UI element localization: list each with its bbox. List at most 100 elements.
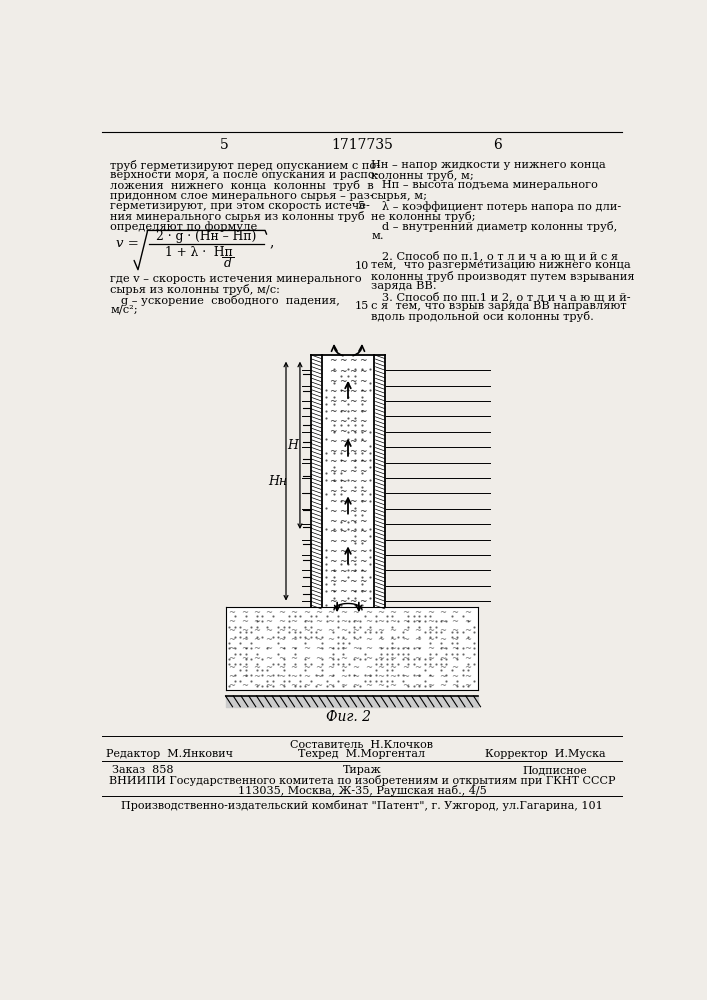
Text: ~: ~ — [228, 654, 235, 663]
Text: ~: ~ — [377, 672, 384, 681]
Text: ~: ~ — [329, 467, 337, 476]
Text: ~: ~ — [329, 557, 337, 566]
Text: ~: ~ — [327, 672, 334, 681]
Text: ~: ~ — [329, 367, 337, 376]
Text: ~: ~ — [365, 672, 372, 681]
Text: ~: ~ — [340, 672, 347, 681]
Text: ~: ~ — [339, 457, 346, 466]
Text: 1 + λ ·  Hп: 1 + λ · Hп — [165, 246, 233, 259]
Text: ~: ~ — [340, 644, 347, 653]
Text: ~: ~ — [339, 547, 346, 556]
Text: ~: ~ — [349, 497, 356, 506]
Text: ~: ~ — [359, 567, 366, 576]
Text: ~: ~ — [291, 617, 297, 626]
Text: ~: ~ — [359, 517, 366, 526]
Text: ~: ~ — [240, 608, 247, 617]
Text: d – внутренний диаметр колонны труб,: d – внутренний диаметр колонны труб, — [371, 221, 617, 232]
Text: ~: ~ — [359, 547, 366, 556]
Text: Тираж: Тираж — [343, 765, 381, 775]
Text: ~: ~ — [303, 617, 310, 626]
Text: ~: ~ — [414, 644, 421, 653]
Text: ~: ~ — [352, 672, 359, 681]
Text: ~: ~ — [390, 663, 397, 672]
Text: ~: ~ — [349, 357, 356, 366]
Text: ~: ~ — [359, 587, 366, 596]
Text: ~: ~ — [352, 626, 359, 635]
Text: ~: ~ — [240, 617, 247, 626]
Text: ~: ~ — [439, 608, 446, 617]
Text: ~: ~ — [340, 654, 347, 663]
Text: ~: ~ — [339, 387, 346, 396]
Text: ~: ~ — [278, 626, 285, 635]
Text: ~: ~ — [464, 672, 471, 681]
Text: ~: ~ — [359, 357, 366, 366]
Text: ~: ~ — [339, 517, 346, 526]
Text: тем,  что разгерметизацию нижнего конца: тем, что разгерметизацию нижнего конца — [371, 260, 631, 270]
Text: ~: ~ — [340, 663, 347, 672]
Text: ,: , — [270, 235, 274, 249]
Text: ~: ~ — [339, 427, 346, 436]
Text: не колонны труб;: не колонны труб; — [371, 211, 476, 222]
Text: ~: ~ — [240, 681, 247, 690]
Text: ~: ~ — [327, 681, 334, 690]
Text: ~: ~ — [253, 608, 260, 617]
Text: ~: ~ — [452, 681, 458, 690]
Text: колонны труб, м;: колонны труб, м; — [371, 170, 474, 181]
Text: ~: ~ — [278, 617, 285, 626]
Text: определяют по формуле: определяют по формуле — [110, 221, 257, 232]
Text: ~: ~ — [464, 681, 471, 690]
Text: ~: ~ — [452, 617, 458, 626]
Text: ~: ~ — [329, 587, 337, 596]
Text: ~: ~ — [228, 608, 235, 617]
Text: ~: ~ — [365, 608, 372, 617]
Text: ~: ~ — [359, 427, 366, 436]
Text: ~: ~ — [303, 626, 310, 635]
Text: ~: ~ — [329, 387, 337, 396]
Text: ~: ~ — [377, 617, 384, 626]
Text: ~: ~ — [349, 427, 356, 436]
Text: ~: ~ — [402, 654, 409, 663]
Text: ~: ~ — [339, 487, 346, 496]
Text: ~: ~ — [253, 672, 260, 681]
Text: ~: ~ — [365, 654, 372, 663]
Text: ~: ~ — [327, 626, 334, 635]
Text: ~: ~ — [291, 672, 297, 681]
Text: ~: ~ — [339, 507, 346, 516]
Text: ~: ~ — [426, 626, 433, 635]
Text: ~: ~ — [349, 407, 356, 416]
Text: ~: ~ — [402, 608, 409, 617]
Text: ~: ~ — [426, 654, 433, 663]
Text: ~: ~ — [464, 626, 471, 635]
Text: ~: ~ — [253, 635, 260, 644]
Text: ~: ~ — [359, 577, 366, 586]
Text: ~: ~ — [349, 577, 356, 586]
Text: ~: ~ — [464, 663, 471, 672]
Text: ~: ~ — [377, 663, 384, 672]
Text: ~: ~ — [228, 626, 235, 635]
Text: ~: ~ — [329, 357, 337, 366]
Text: Составитель  Н.Клочков: Составитель Н.Клочков — [291, 740, 433, 750]
Text: ~: ~ — [240, 644, 247, 653]
Text: ~: ~ — [439, 626, 446, 635]
Text: труб герметизируют перед опусканием с по-: труб герметизируют перед опусканием с по… — [110, 160, 380, 171]
Text: ~: ~ — [303, 654, 310, 663]
Text: ~: ~ — [349, 457, 356, 466]
Text: ~: ~ — [359, 387, 366, 396]
Text: ~: ~ — [340, 635, 347, 644]
Text: ~: ~ — [365, 681, 372, 690]
Text: ~: ~ — [365, 617, 372, 626]
Text: ~: ~ — [390, 608, 397, 617]
Text: ~: ~ — [265, 672, 272, 681]
Text: ~: ~ — [365, 635, 372, 644]
Text: ~: ~ — [349, 417, 356, 426]
Text: ~: ~ — [278, 672, 285, 681]
Text: ~: ~ — [228, 663, 235, 672]
Text: ~: ~ — [439, 644, 446, 653]
Text: ~: ~ — [228, 681, 235, 690]
Text: ~: ~ — [329, 457, 337, 466]
Text: ~: ~ — [439, 681, 446, 690]
Text: ~: ~ — [329, 537, 337, 546]
Text: ~: ~ — [329, 377, 337, 386]
Text: ~: ~ — [349, 567, 356, 576]
Text: ~: ~ — [390, 644, 397, 653]
